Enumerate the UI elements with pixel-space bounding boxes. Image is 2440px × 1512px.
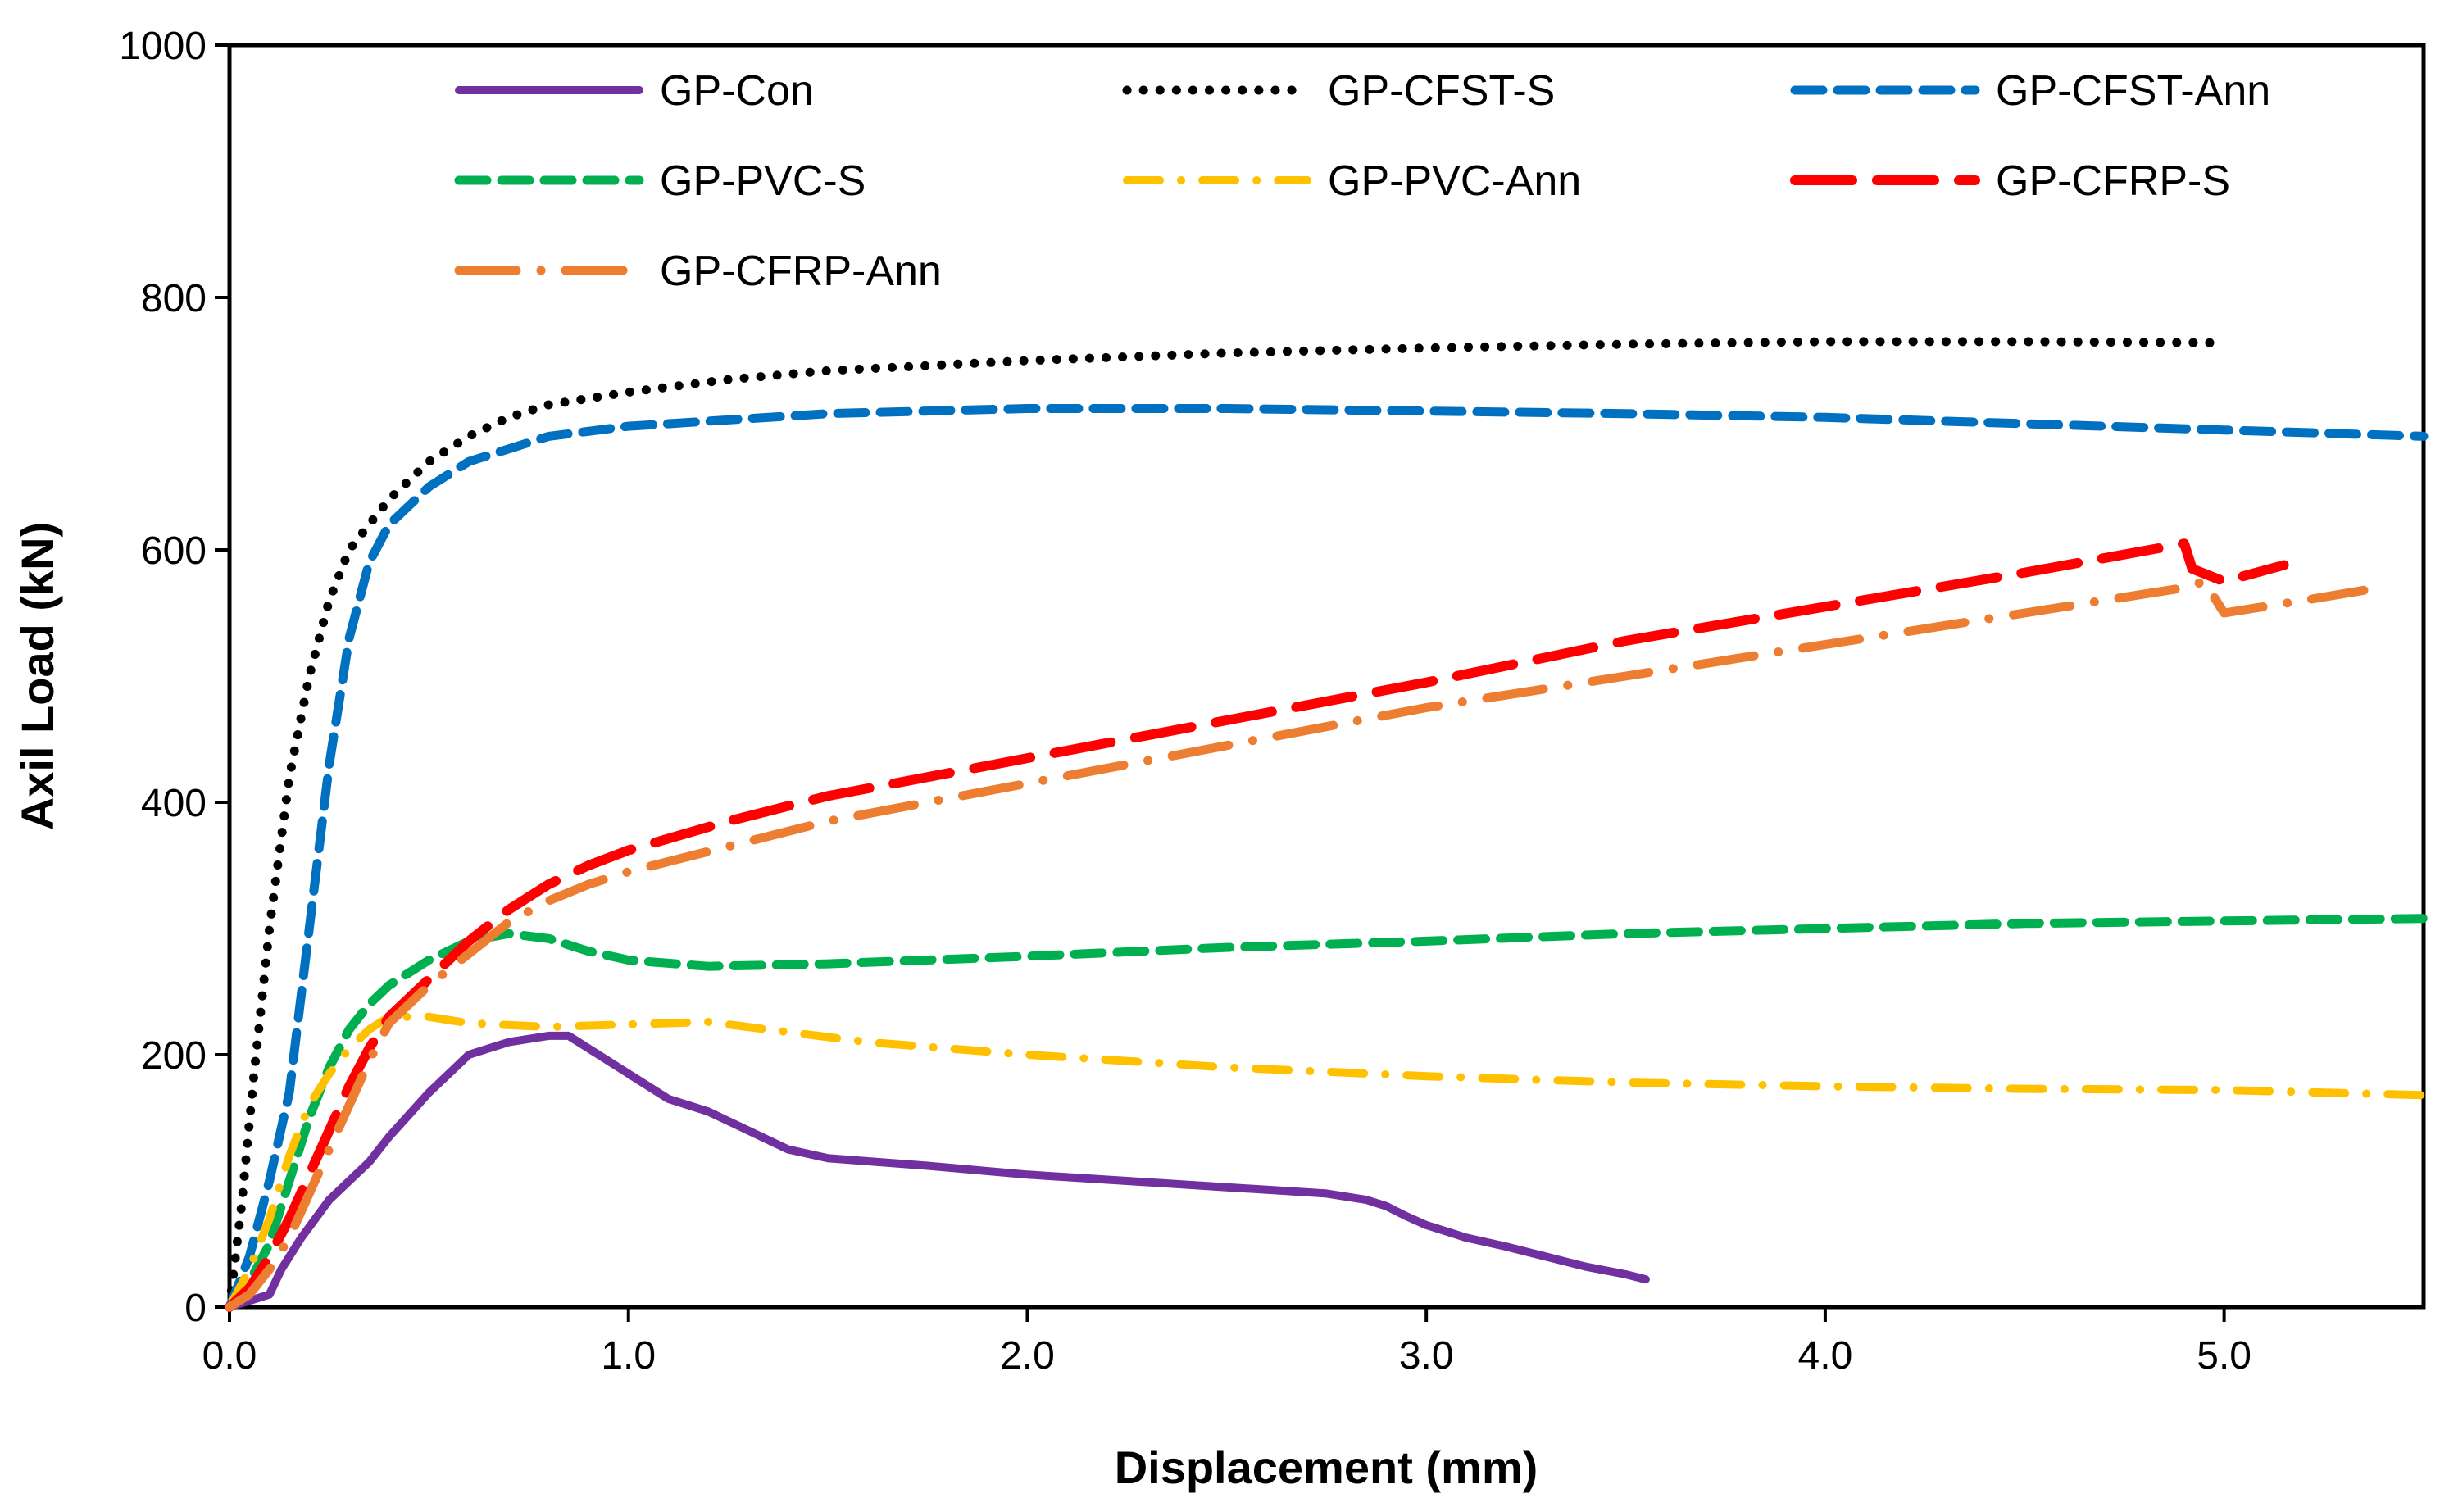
x-axis: 0.0 1.0 2.0 3.0 4.0 5.0: [202, 1307, 2251, 1378]
y-tick-label-800: 800: [141, 277, 207, 320]
legend-label-gp-cfrp-s: GP-CFRP-S: [1996, 157, 2230, 205]
x-tick-label-5: 5.0: [2197, 1334, 2251, 1378]
legend: GP-Con GP-CFST-S GP-CFST-Ann GP-PVC-S GP-PVC…: [454, 67, 2270, 295]
y-axis-title: Axil Load (kN): [11, 522, 63, 830]
y-tick-label-0: 0: [184, 1287, 207, 1330]
legend-label-gp-pvc-s: GP-PVC-S: [660, 157, 866, 205]
legend-label-gp-cfst-s: GP-CFST-S: [1328, 67, 1555, 115]
series-line-gp-cfst-ann: [225, 404, 2429, 1312]
series-line-gp-pvc-s: [225, 914, 2429, 1312]
y-tick-label-1000: 1000: [119, 25, 207, 68]
y-tick-label-200: 200: [141, 1034, 207, 1078]
plot-area: [227, 43, 2426, 1310]
x-tick-label-0: 0.0: [202, 1334, 257, 1378]
x-tick-label-3: 3.0: [1399, 1334, 1454, 1378]
legend-label-gp-cfst-ann: GP-CFST-Ann: [1996, 67, 2270, 115]
legend-label-gp-cfrp-ann: GP-CFRP-Ann: [660, 247, 942, 295]
series-line-gp-con: [225, 1031, 1650, 1311]
series-line-gp-cfrp-s: [225, 538, 2289, 1312]
x-tick-label-4: 4.0: [1798, 1334, 1853, 1378]
y-axis: 0 200 400 600 800 1000: [119, 25, 229, 1330]
series-group: [225, 337, 2429, 1312]
y-tick-label-400: 400: [141, 782, 207, 825]
series-line-gp-pvc-ann: [225, 1012, 2428, 1311]
y-tick-label-600: 600: [141, 529, 207, 573]
x-tick-label-1: 1.0: [601, 1334, 656, 1378]
x-axis-title: Displacement (mm): [1115, 1442, 1538, 1493]
legend-label-gp-con: GP-Con: [660, 67, 814, 115]
series-line-gp-cfrp-ann: [225, 577, 2369, 1312]
legend-label-gp-pvc-ann: GP-PVC-Ann: [1328, 157, 1581, 205]
x-tick-label-2: 2.0: [1000, 1334, 1055, 1378]
series-line-gp-cfst-s: [225, 337, 2229, 1312]
